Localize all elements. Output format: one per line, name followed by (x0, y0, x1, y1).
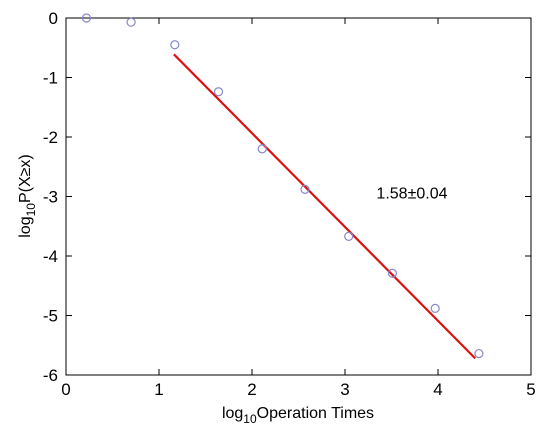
data-point (126, 17, 136, 27)
x-tick-label: 3 (340, 380, 349, 399)
plot-area (65, 17, 532, 376)
x-axis-title: log10Operation Times (222, 405, 374, 426)
x-axis-title-text: Operation Times (257, 405, 374, 422)
x-tick-label: 0 (61, 380, 70, 399)
data-point (170, 40, 180, 50)
x-axis-title-log: log (222, 405, 243, 422)
x-tick-label: 5 (526, 380, 535, 399)
x-tick-labels: 0 1 2 3 4 5 (61, 380, 535, 399)
y-axis-title-text: P(X≥x) (17, 154, 34, 203)
y-axis-title-log: log (17, 216, 34, 237)
data-point (474, 348, 484, 359)
x-tick-label: 2 (247, 380, 256, 399)
y-tick-label: -2 (43, 128, 58, 147)
y-tick-label: -3 (43, 188, 58, 207)
y-tick-label: 0 (49, 9, 58, 28)
data-point (387, 268, 398, 278)
data-point (213, 87, 224, 97)
y-tick-label: -5 (43, 307, 58, 326)
data-point (430, 303, 440, 313)
data-point (344, 231, 354, 241)
data-points (81, 13, 484, 359)
fit-line (173, 53, 476, 360)
y-tick-label: -6 (43, 366, 58, 385)
y-tick-label: -4 (43, 247, 58, 266)
slope-annotation: 1.58±0.04 (376, 185, 447, 202)
x-tick-label: 1 (154, 380, 163, 399)
data-point (300, 184, 310, 194)
axis-ticks (65, 17, 532, 376)
y-axis-title: log10P(X≥x) (17, 154, 38, 238)
y-tick-labels: 0 -1 -2 -3 -4 -5 -6 (43, 9, 58, 385)
y-tick-label: -1 (43, 69, 58, 88)
x-axis-title-base: 10 (243, 412, 257, 426)
data-point (257, 144, 267, 154)
data-point (81, 13, 92, 23)
y-axis-title-base: 10 (24, 203, 38, 217)
x-tick-label: 4 (433, 380, 442, 399)
